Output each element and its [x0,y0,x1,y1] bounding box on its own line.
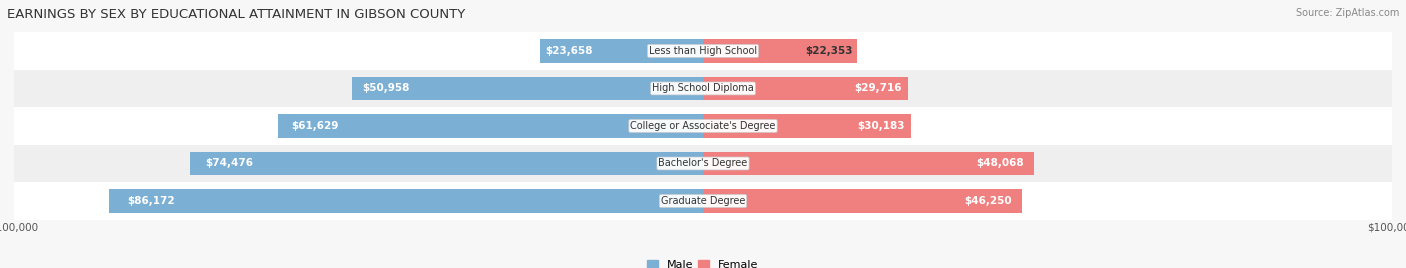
Text: Less than High School: Less than High School [650,46,756,56]
Bar [14,70,1392,107]
Bar [703,152,1035,175]
Text: $50,958: $50,958 [363,83,409,94]
Bar [703,189,1022,213]
Bar [540,39,703,62]
Bar [278,114,703,137]
Text: $86,172: $86,172 [127,196,174,206]
Text: High School Diploma: High School Diploma [652,83,754,94]
Bar [110,189,703,213]
Text: Graduate Degree: Graduate Degree [661,196,745,206]
Text: $29,716: $29,716 [853,83,901,94]
Bar [703,114,911,137]
Bar [352,77,703,100]
Text: $46,250: $46,250 [965,196,1012,206]
Text: College or Associate's Degree: College or Associate's Degree [630,121,776,131]
Text: $61,629: $61,629 [291,121,339,131]
Bar [703,77,908,100]
Text: EARNINGS BY SEX BY EDUCATIONAL ATTAINMENT IN GIBSON COUNTY: EARNINGS BY SEX BY EDUCATIONAL ATTAINMEN… [7,8,465,21]
Bar [14,145,1392,182]
Text: $30,183: $30,183 [858,121,904,131]
Bar [14,182,1392,220]
Text: $23,658: $23,658 [546,46,592,56]
Bar [190,152,703,175]
Text: $48,068: $48,068 [977,158,1024,169]
Text: $74,476: $74,476 [205,158,253,169]
Text: $22,353: $22,353 [804,46,852,56]
Text: Bachelor's Degree: Bachelor's Degree [658,158,748,169]
Bar [14,107,1392,145]
Text: Source: ZipAtlas.com: Source: ZipAtlas.com [1295,8,1399,18]
Bar [14,32,1392,70]
Bar [703,39,858,62]
Legend: Male, Female: Male, Female [643,255,763,268]
